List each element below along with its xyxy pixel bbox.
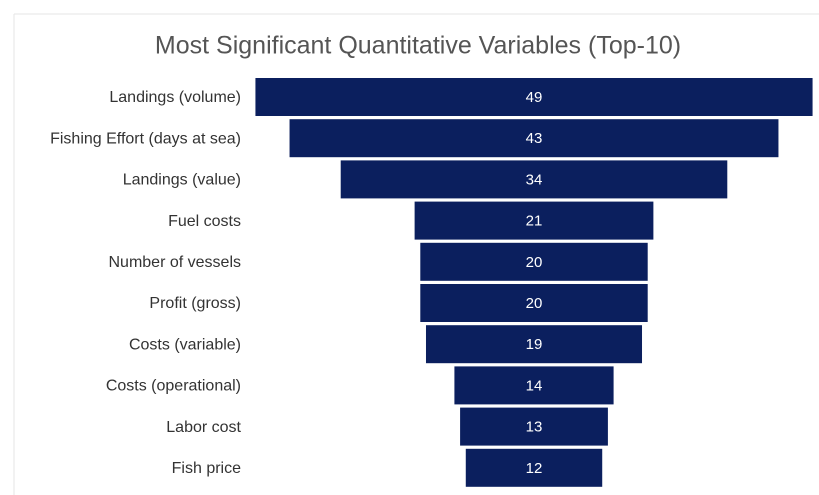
data-label: 20 bbox=[526, 295, 543, 312]
funnel-bar bbox=[465, 448, 603, 487]
category-label: Landings (value) bbox=[123, 172, 241, 189]
funnel-bar bbox=[454, 366, 614, 405]
category-label: Costs (operational) bbox=[106, 378, 241, 395]
category-label: Costs (variable) bbox=[129, 336, 241, 353]
data-label: 14 bbox=[526, 377, 543, 394]
data-label: 19 bbox=[526, 336, 543, 353]
data-label: 34 bbox=[526, 171, 543, 188]
funnel-bar bbox=[414, 201, 654, 240]
data-label: 21 bbox=[526, 213, 543, 230]
funnel-bar bbox=[420, 242, 648, 281]
data-label: 43 bbox=[526, 130, 543, 147]
funnel-bar bbox=[289, 119, 779, 158]
category-label: Fish price bbox=[172, 460, 241, 477]
funnel-bar bbox=[460, 407, 608, 446]
category-label: Fishing Effort (days at sea) bbox=[50, 130, 241, 147]
data-label: 49 bbox=[526, 89, 543, 106]
chart-title: Most Significant Quantitative Variables … bbox=[155, 32, 681, 60]
category-label: Landings (volume) bbox=[109, 89, 241, 106]
data-label: 13 bbox=[526, 419, 543, 436]
funnel-bar bbox=[420, 284, 648, 322]
category-label: Fuel costs bbox=[168, 213, 241, 230]
category-label: Labor cost bbox=[166, 419, 241, 436]
funnel-bar bbox=[255, 78, 813, 116]
category-label: Profit (gross) bbox=[149, 295, 241, 312]
funnel-bar bbox=[425, 325, 643, 364]
data-label: 20 bbox=[526, 254, 543, 271]
funnel-bar bbox=[340, 160, 728, 199]
category-label: Number of vessels bbox=[109, 254, 242, 271]
data-label: 12 bbox=[526, 460, 543, 477]
